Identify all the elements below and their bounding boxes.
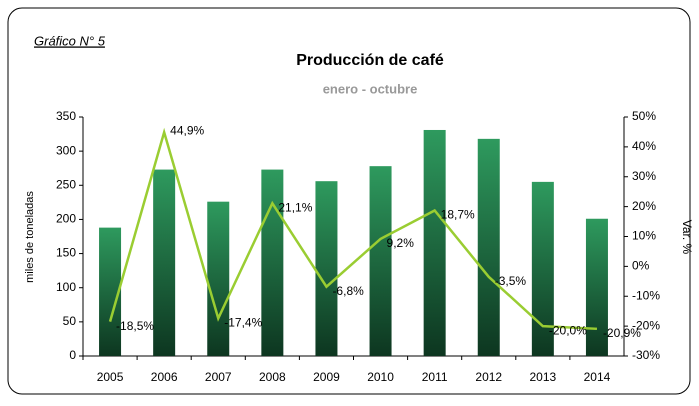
y-tick-label: 0: [69, 348, 76, 362]
data-label: -20,0%: [549, 323, 587, 337]
bar: [423, 129, 446, 356]
y2-axis-label: Var. %: [680, 220, 694, 255]
frame: [7, 7, 691, 395]
data-label: -20,9%: [603, 326, 641, 340]
bar: [531, 181, 554, 356]
bar: [99, 227, 122, 356]
data-label: 21,1%: [278, 201, 312, 215]
y-tick-label: 350: [56, 109, 76, 123]
y2-tick-label: -30%: [632, 348, 660, 362]
bar: [207, 201, 230, 356]
y2-tick-label: 30%: [632, 169, 656, 183]
data-label: 9,2%: [387, 236, 415, 250]
x-tick-label: 2005: [97, 370, 124, 384]
data-label: -3,5%: [495, 274, 527, 288]
y2-tick-label: 50%: [632, 109, 656, 123]
data-label: 44,9%: [170, 123, 204, 137]
x-tick-label: 2008: [259, 370, 286, 384]
x-tick-label: 2006: [151, 370, 178, 384]
y-axis-label: miles de toneladas: [24, 191, 36, 283]
data-label: -17,4%: [224, 316, 262, 330]
y2-tick-label: -10%: [632, 288, 660, 302]
y-tick-label: 100: [56, 280, 76, 294]
chart-subtitle: enero - octubre: [323, 81, 418, 96]
bar: [369, 166, 392, 356]
chart-title: Producción de café: [296, 52, 444, 69]
bar: [585, 218, 608, 356]
x-tick-label: 2014: [584, 370, 611, 384]
x-tick-label: 2009: [313, 370, 340, 384]
x-tick-label: 2012: [475, 370, 502, 384]
x-tick-label: 2013: [529, 370, 556, 384]
bar: [261, 169, 284, 356]
bar: [153, 169, 176, 356]
data-label: 18,7%: [441, 208, 475, 222]
bar: [477, 138, 500, 356]
y-tick-label: 150: [56, 246, 76, 260]
x-tick-label: 2011: [422, 370, 448, 384]
y2-tick-label: 10%: [632, 229, 656, 243]
bar: [315, 181, 338, 356]
x-tick-label: 2010: [367, 370, 394, 384]
line: [108, 127, 598, 331]
y-tick-label: 200: [56, 212, 76, 226]
chart-note: Gráfico N° 5: [34, 33, 106, 48]
y-tick-label: 300: [56, 143, 76, 157]
y-tick-label: 250: [56, 177, 76, 191]
y2-tick-label: 0%: [632, 259, 650, 273]
y2-tick-label: -20%: [632, 318, 660, 332]
y-tick-label: 50: [63, 314, 77, 328]
data-label: -6,8%: [332, 284, 364, 298]
data-label: -18,5%: [116, 319, 154, 333]
y2-tick-label: 40%: [632, 139, 656, 153]
x-tick-label: 2007: [205, 370, 232, 384]
y2-tick-label: 20%: [632, 199, 656, 213]
